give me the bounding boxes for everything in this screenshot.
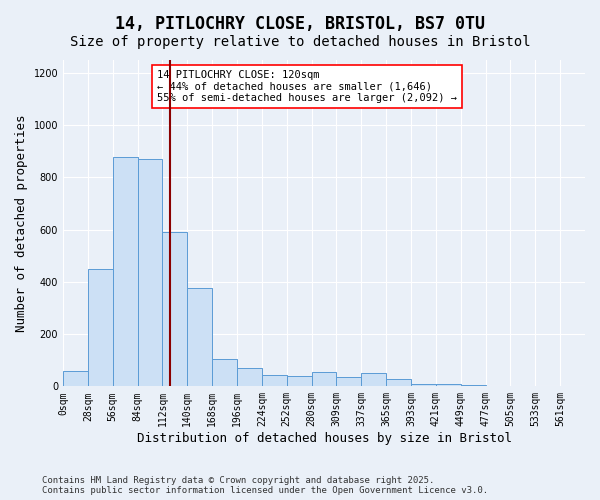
Bar <box>262 374 287 386</box>
Bar <box>287 376 311 386</box>
Text: 14, PITLOCHRY CLOSE, BRISTOL, BS7 0TU: 14, PITLOCHRY CLOSE, BRISTOL, BS7 0TU <box>115 15 485 33</box>
Bar <box>88 269 113 386</box>
Text: Size of property relative to detached houses in Bristol: Size of property relative to detached ho… <box>70 35 530 49</box>
Bar <box>411 384 436 386</box>
Y-axis label: Number of detached properties: Number of detached properties <box>15 114 28 332</box>
Bar <box>311 372 337 386</box>
Bar <box>361 374 386 386</box>
Bar <box>386 378 411 386</box>
Text: Contains HM Land Registry data © Crown copyright and database right 2025.
Contai: Contains HM Land Registry data © Crown c… <box>42 476 488 495</box>
Bar <box>163 232 187 386</box>
Bar <box>137 159 163 386</box>
Text: 14 PITLOCHRY CLOSE: 120sqm
← 44% of detached houses are smaller (1,646)
55% of s: 14 PITLOCHRY CLOSE: 120sqm ← 44% of deta… <box>157 70 457 103</box>
X-axis label: Distribution of detached houses by size in Bristol: Distribution of detached houses by size … <box>137 432 512 445</box>
Bar <box>237 368 262 386</box>
Bar <box>212 359 237 386</box>
Bar <box>113 156 137 386</box>
Bar <box>436 384 461 386</box>
Bar <box>187 288 212 386</box>
Bar <box>337 377 361 386</box>
Bar <box>63 370 88 386</box>
Bar <box>461 385 485 386</box>
